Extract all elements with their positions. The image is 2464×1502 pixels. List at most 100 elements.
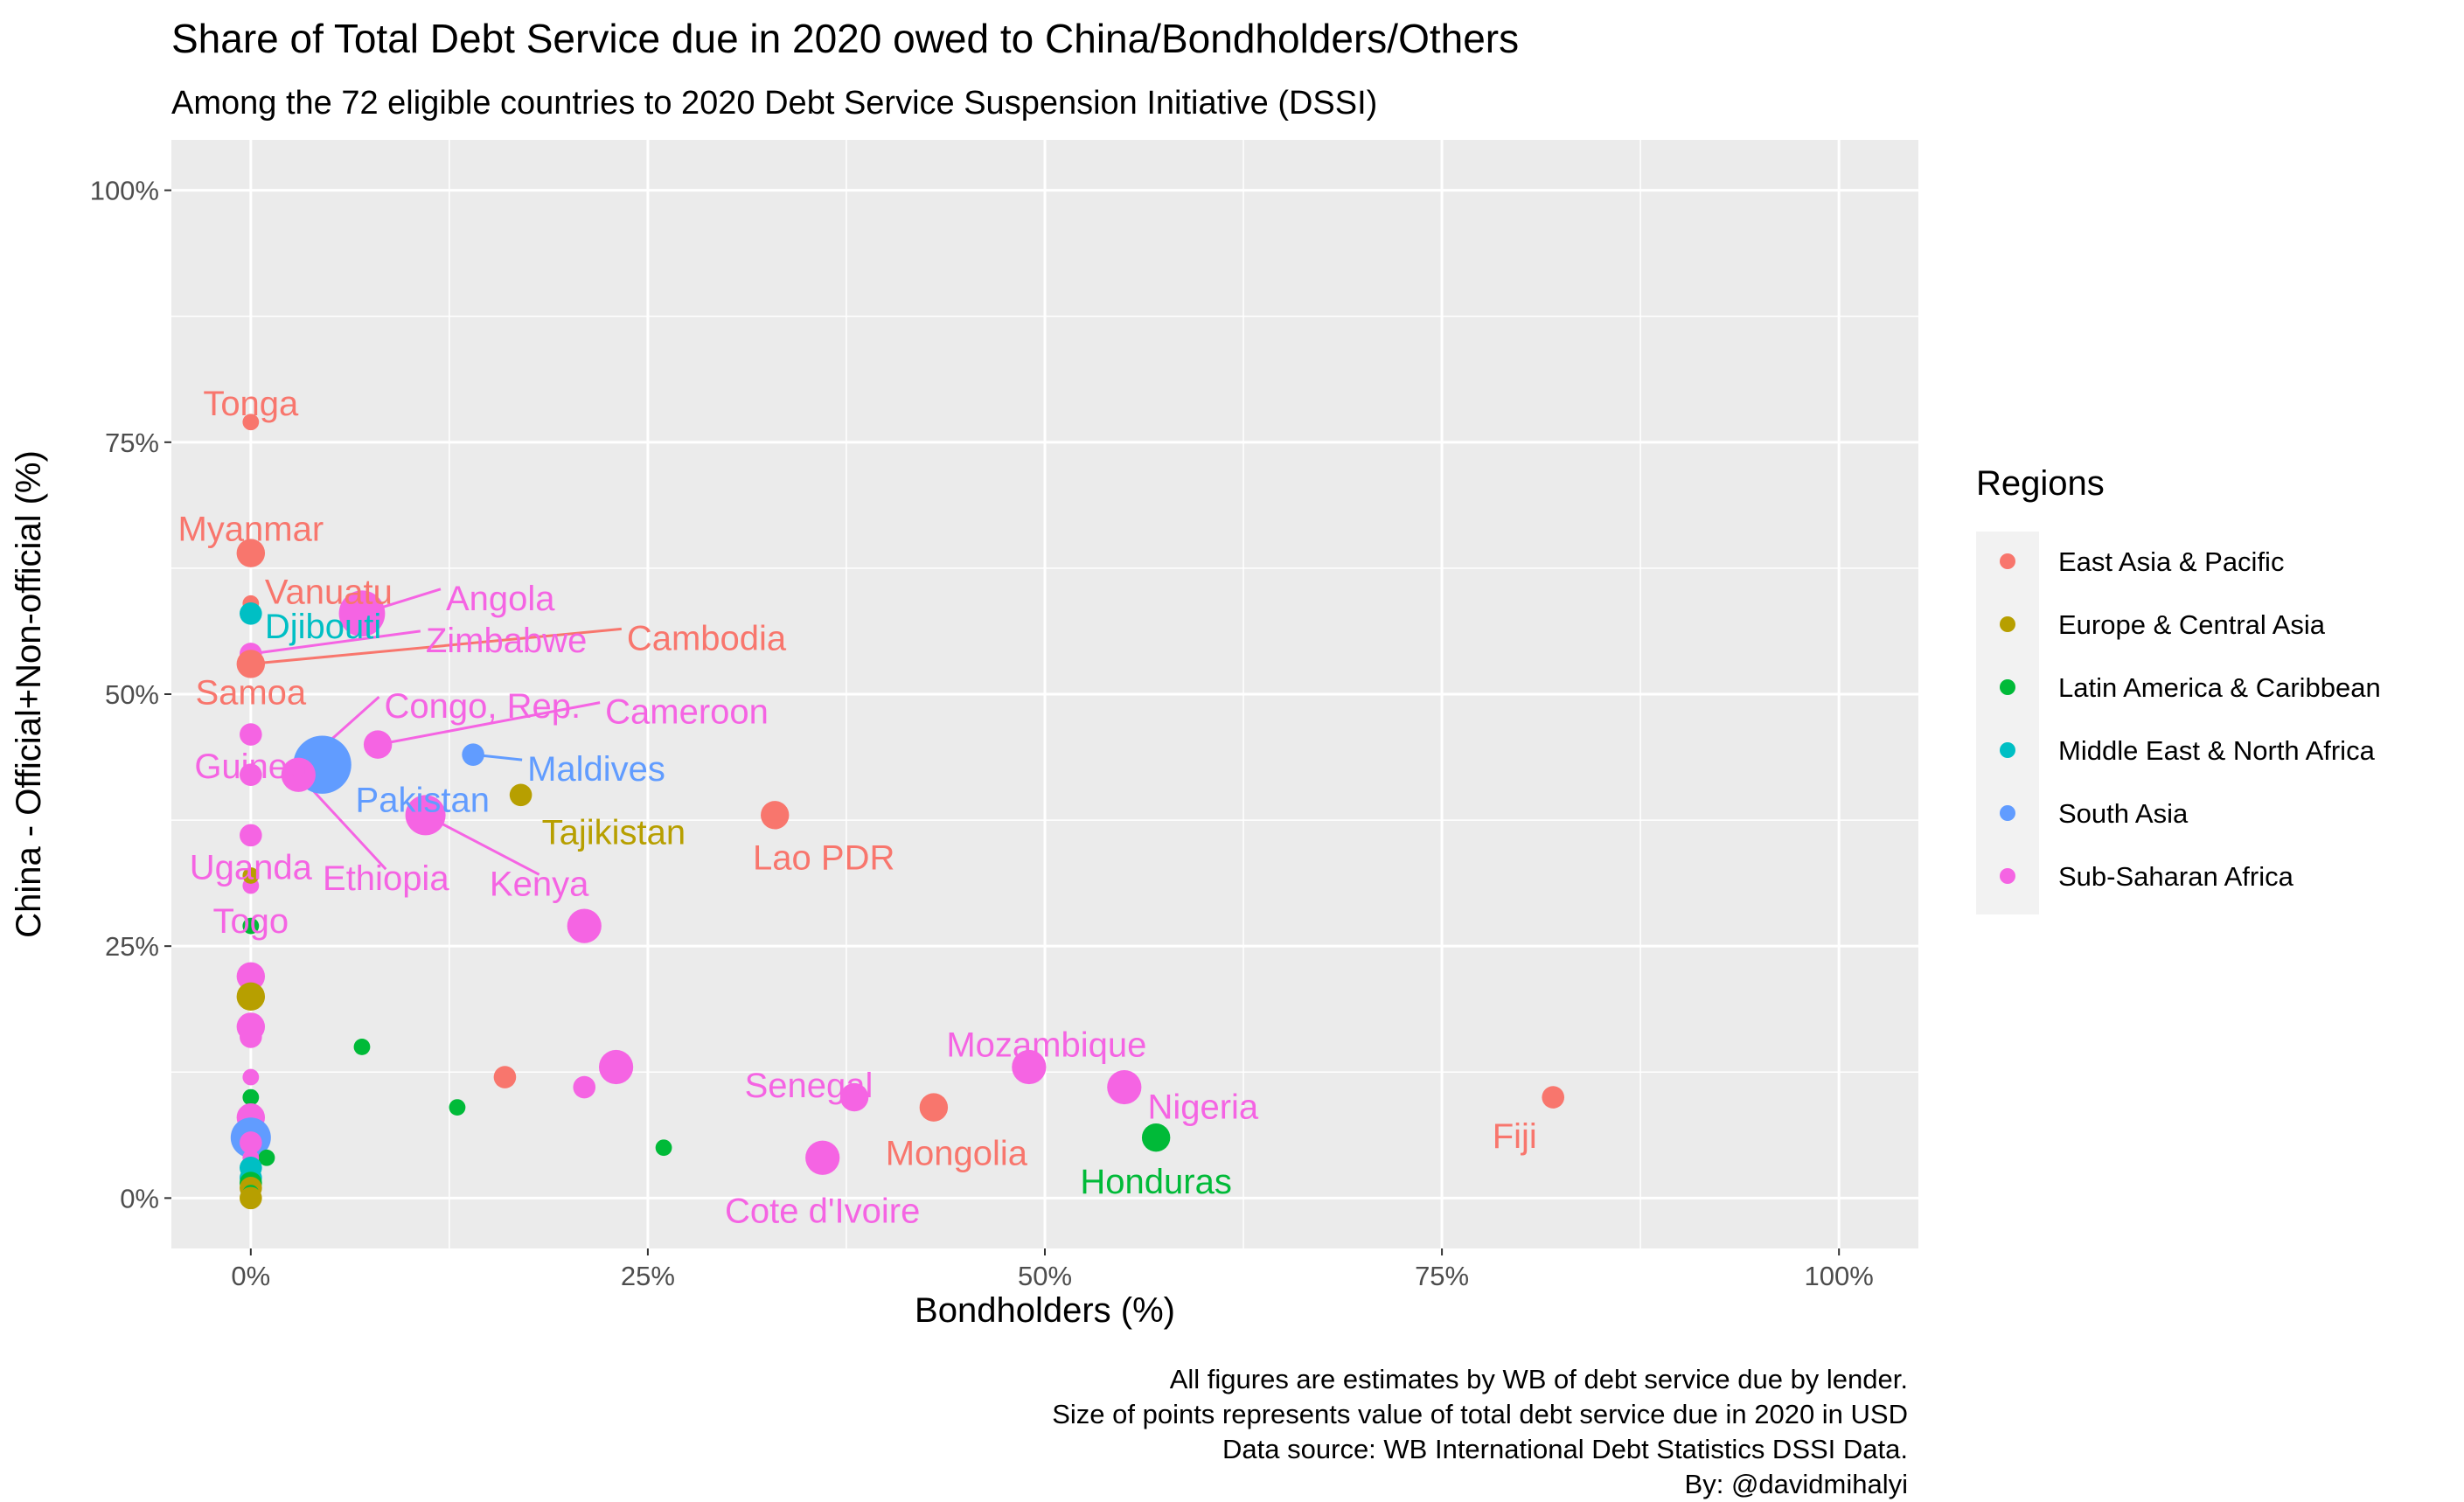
legend-title: Regions	[1976, 464, 2105, 503]
label-leader-line	[250, 627, 622, 665]
y-tick-label: 25%	[105, 931, 159, 962]
point-label: Lao PDR	[753, 838, 894, 877]
data-point	[236, 539, 266, 567]
point-label: Samoa	[195, 673, 306, 712]
x-tick-label: 25%	[621, 1261, 675, 1291]
y-tick-label: 100%	[90, 176, 159, 206]
data-point	[839, 1082, 869, 1112]
data-point	[258, 1149, 275, 1166]
point-label: Mozambique	[946, 1026, 1146, 1065]
label-leader-line	[250, 629, 421, 656]
data-point	[598, 1049, 634, 1085]
y-tick-label: 0%	[120, 1183, 159, 1213]
legend-label: South Asia	[2058, 798, 2189, 829]
legend-key	[2000, 742, 2015, 758]
legend-label: Middle East & North Africa	[2058, 735, 2376, 766]
data-point	[353, 1039, 371, 1055]
legend-label: Latin America & Caribbean	[2058, 672, 2381, 703]
data-point	[919, 1093, 949, 1122]
data-point	[567, 908, 602, 943]
data-point	[1107, 1069, 1142, 1105]
label-leader-line	[424, 813, 540, 876]
x-axis-title: Bondholders (%)	[915, 1291, 1175, 1330]
caption-line: Data source: WB International Debt Stati…	[1222, 1434, 1908, 1464]
point-label: Kenya	[490, 865, 589, 903]
legend-key-panel	[1976, 532, 2039, 914]
point-label: Cameroon	[605, 693, 769, 732]
point-label: Nigeria	[1147, 1088, 1258, 1127]
data-point	[242, 656, 260, 672]
axis-ticks: 0% 25% 50% 75% 100% 0% 25% 50% 75% 100%	[90, 176, 1874, 1291]
data-point	[462, 743, 484, 766]
data-point	[242, 917, 260, 935]
data-point	[240, 1186, 262, 1210]
point-label: Pakistan	[356, 782, 490, 820]
grid-lines	[171, 140, 1918, 1248]
data-point	[240, 824, 262, 847]
y-tick-label: 50%	[105, 679, 159, 710]
legend-label: Europe & Central Asia	[2058, 609, 2326, 640]
data-point	[242, 1088, 260, 1106]
legend-key	[2000, 868, 2015, 884]
data-point	[655, 1139, 672, 1157]
point-label: Senegal	[745, 1067, 874, 1105]
data-point	[242, 414, 260, 431]
point-label: Cote d'Ivoire	[725, 1192, 920, 1230]
point-label: Guinea	[194, 748, 308, 786]
point-label: Vanuatu	[265, 573, 393, 611]
chart-subtitle: Among the 72 eligible countries to 2020 …	[171, 85, 1377, 122]
legend-key	[2000, 805, 2015, 821]
data-point	[363, 730, 393, 759]
data-point	[236, 962, 266, 991]
point-label: Honduras	[1080, 1163, 1231, 1201]
point-label: Ethiopia	[323, 859, 449, 898]
chart-title: Share of Total Debt Service due in 2020 …	[171, 16, 1519, 61]
point-label: Djibouti	[265, 608, 381, 646]
point-label: Tajikistan	[542, 813, 686, 852]
data-point	[242, 1068, 260, 1086]
point-label: Cambodia	[627, 619, 787, 657]
point-label: Togo	[212, 902, 289, 941]
data-point	[242, 867, 260, 884]
point-label: Maldives	[527, 750, 665, 789]
point-label: Angola	[446, 580, 555, 618]
y-axis-title: China - Official+Non-official (%)	[10, 450, 48, 938]
data-point	[240, 601, 262, 625]
data-points	[230, 414, 1565, 1210]
data-point	[240, 1026, 262, 1048]
point-label: Myanmar	[177, 511, 324, 549]
data-point	[1542, 1086, 1565, 1109]
data-point	[1141, 1123, 1171, 1152]
label-leader-line	[377, 701, 601, 747]
point-label: Fiji	[1493, 1117, 1537, 1156]
data-point	[240, 1131, 262, 1154]
x-tick-label: 0%	[231, 1261, 270, 1291]
legend-label: East Asia & Pacific	[2058, 546, 2284, 577]
legend-key	[2000, 616, 2015, 632]
point-labels: Tonga Myanmar Vanuatu Angola Djibouti Zimbabw…	[177, 385, 1536, 1230]
point-label: Zimbabwe	[426, 622, 588, 660]
data-point	[573, 1075, 596, 1099]
x-tick-label: 50%	[1018, 1261, 1072, 1291]
data-point	[509, 783, 532, 807]
legend-key	[2000, 679, 2015, 695]
data-point	[449, 1099, 466, 1116]
data-point	[805, 1140, 840, 1175]
data-point	[761, 801, 790, 830]
legend: East Asia & Pacific Europe & Central Asia…	[2000, 546, 2381, 892]
point-label: Tonga	[203, 385, 299, 423]
data-point	[493, 1066, 517, 1088]
point-label: Congo, Rep.	[384, 687, 581, 726]
data-point	[405, 795, 446, 836]
y-tick-label: 75%	[105, 428, 159, 458]
data-point	[240, 723, 262, 746]
point-label: Mongolia	[886, 1135, 1028, 1173]
x-tick-label: 100%	[1805, 1261, 1874, 1291]
legend-label: Sub-Saharan Africa	[2058, 861, 2294, 892]
data-point	[240, 763, 262, 787]
caption-line: By: @davidmihalyi	[1685, 1469, 1908, 1499]
data-point	[236, 982, 266, 1012]
point-label: Uganda	[190, 848, 313, 887]
legend-key	[2000, 553, 2015, 569]
